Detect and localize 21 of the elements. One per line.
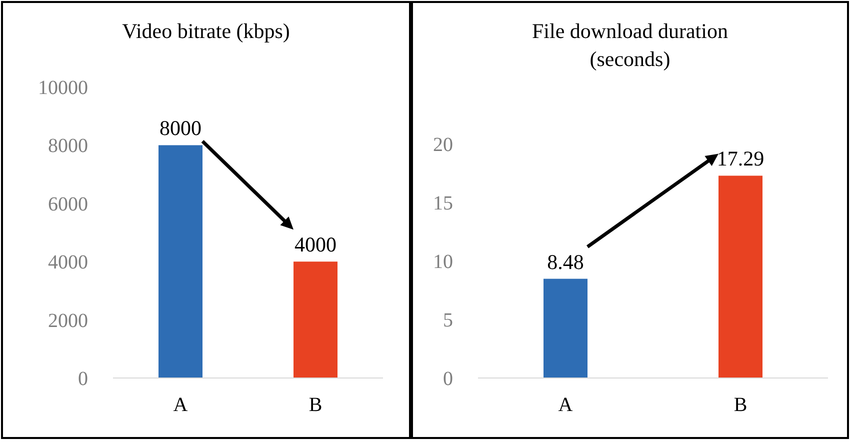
y-tick-label: 4000 (48, 252, 88, 274)
data-label: 8000 (160, 116, 202, 140)
chart-title: Video bitrate (kbps) (122, 19, 290, 43)
x-tick-label: B (308, 394, 322, 416)
y-tick-label: 20 (433, 134, 453, 156)
y-tick-label: 8000 (48, 135, 88, 158)
y-tick-label: 15 (433, 192, 453, 214)
x-tick-label: A (558, 394, 574, 416)
x-tick-label: A (173, 394, 188, 416)
y-tick-label: 0 (78, 368, 88, 390)
x-tick-label: B (734, 394, 748, 416)
data-label: 8.48 (547, 250, 584, 274)
y-tick-label: 0 (443, 368, 453, 390)
y-tick-label: 10000 (38, 77, 88, 99)
y-tick-label: 10 (433, 251, 453, 273)
data-label: 4000 (294, 232, 336, 257)
chart-title: File download duration (seconds) (532, 19, 728, 71)
y-tick-label: 5 (443, 310, 453, 332)
y-tick-label: 2000 (48, 310, 88, 332)
y-tick-label: 6000 (48, 193, 88, 216)
data-label: 17.29 (716, 146, 764, 171)
